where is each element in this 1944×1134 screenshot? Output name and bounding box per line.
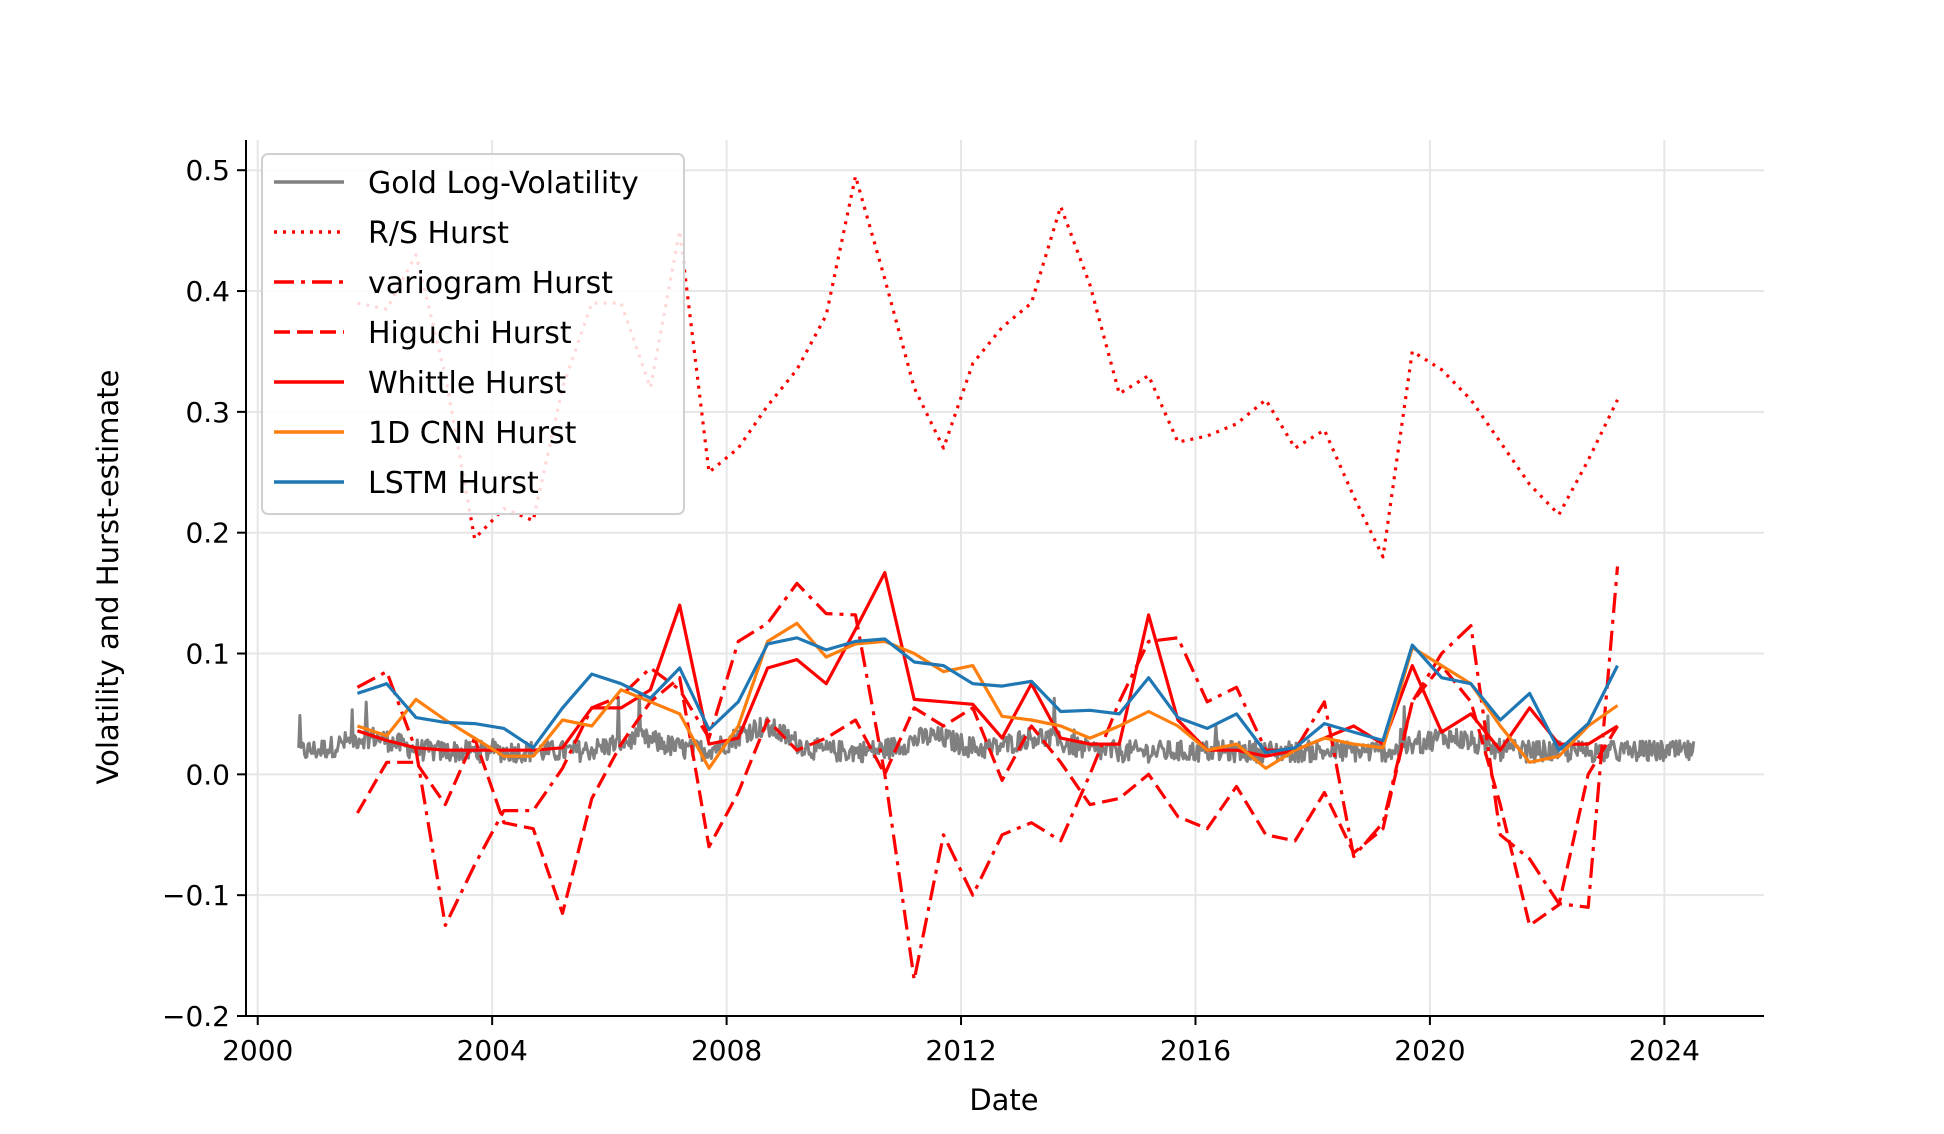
series-variogram-hurst	[356, 566, 1620, 982]
y-tick-label: −0.1	[162, 879, 230, 912]
series-whittle-hurst	[356, 570, 1619, 758]
legend: Gold Log-Volatility R/S Hurst variogram Hu…	[261, 153, 685, 515]
y-tick-label: 0.0	[185, 758, 230, 791]
x-tick-label: 2020	[1394, 1034, 1465, 1067]
x-tick-label: 2008	[691, 1034, 762, 1067]
series-gold-log-volatility	[297, 691, 1696, 764]
legend-label-whittle-hurst: Whittle Hurst	[368, 366, 566, 401]
series-higuchi-hurst	[356, 663, 1619, 928]
legend-label-lstm-hurst: LSTM Hurst	[368, 466, 539, 501]
axes: 2000 2004 2008 2012 2016 2020 2024 −0.2 −0.1 0.0 0…	[162, 140, 1764, 1067]
y-tick-label: 0.1	[185, 638, 230, 671]
x-tick-label: 2000	[222, 1034, 293, 1067]
x-axis-label: Date	[969, 1083, 1038, 1117]
legend-label-gold-log-volatility: Gold Log-Volatility	[368, 166, 639, 201]
y-tick-label: 0.3	[185, 396, 230, 429]
legend-label-variogram-hurst: variogram Hurst	[368, 266, 613, 301]
x-tick-label: 2004	[457, 1034, 528, 1067]
y-tick-label: 0.5	[185, 154, 230, 187]
series-lstm-hurst	[356, 636, 1619, 755]
legend-label-higuchi-hurst: Higuchi Hurst	[368, 316, 572, 351]
x-tick-label: 2012	[925, 1034, 996, 1067]
legend-box	[261, 153, 685, 515]
y-axis-label: Volatility and Hurst-estimate	[91, 370, 125, 785]
y-tick-label: −0.2	[162, 1000, 230, 1033]
y-tick-label: 0.4	[185, 275, 230, 308]
x-tick-label: 2024	[1629, 1034, 1700, 1067]
legend-label-r-s-hurst: R/S Hurst	[368, 216, 509, 251]
x-tick-label: 2016	[1160, 1034, 1231, 1067]
legend-label-1d-cnn-hurst: 1D CNN Hurst	[368, 416, 577, 451]
series-lines	[297, 174, 1696, 982]
y-tick-label: 0.2	[185, 517, 230, 550]
